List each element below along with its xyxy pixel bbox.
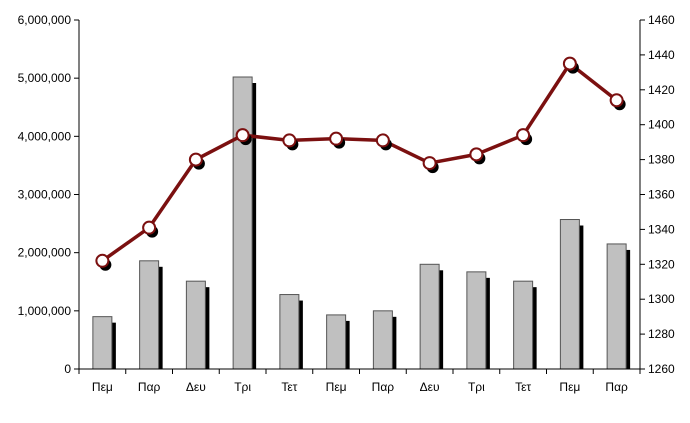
right-tick-label: 1440 [648, 48, 675, 62]
bar [232, 76, 257, 370]
right-tick-label: 1400 [648, 118, 675, 132]
x-tick-label: Παρ [605, 380, 628, 394]
bar [372, 310, 397, 370]
point-marker [422, 156, 437, 171]
x-tick-label: Τρι [468, 380, 485, 394]
point [142, 220, 159, 238]
x-axis: Πεμ Παρ Δευ Τρι Τετ Πεμ Παρ Δευ Τρι Τετ Πεμ Παρ [78, 368, 641, 394]
point-marker [282, 133, 297, 148]
point-marker [469, 147, 484, 162]
x-tick-label: Παρ [138, 380, 161, 394]
bar [326, 314, 350, 370]
bar-rect [466, 271, 487, 370]
x-tick-label: Τρι [234, 380, 251, 394]
right-tick-label: 1420 [648, 83, 675, 97]
line-series [95, 56, 626, 271]
bar-series [92, 76, 631, 370]
series-line [101, 61, 618, 263]
bar [139, 260, 163, 370]
point [609, 93, 626, 111]
bar [466, 271, 490, 370]
bar-rect [372, 310, 393, 370]
point [235, 128, 252, 146]
bar [92, 316, 116, 370]
point [95, 253, 112, 271]
x-tick-label: Τετ [515, 380, 531, 394]
left-tick-label: 1,000,000 [18, 304, 72, 318]
left-tick-label: 2,000,000 [18, 246, 72, 260]
bar-rect [232, 76, 253, 370]
point-marker [375, 133, 390, 148]
bar [606, 243, 631, 370]
point-marker [516, 128, 531, 143]
point-marker [235, 128, 250, 143]
point-marker [188, 152, 203, 167]
point [188, 152, 205, 170]
right-tick-label: 1300 [648, 292, 675, 306]
bar-rect [606, 243, 627, 370]
left-tick-label: 6,000,000 [18, 13, 72, 27]
right-tick-label: 1380 [648, 153, 675, 167]
x-tick-label: Τετ [281, 380, 297, 394]
bar-rect [419, 263, 440, 370]
bar-rect [139, 260, 160, 370]
point-marker [95, 253, 110, 268]
bar-rect [513, 280, 534, 370]
bar [419, 263, 444, 370]
point [282, 133, 299, 151]
right-y-axis: 1260 1280 1300 1320 1340 1360 1380 1400 1420 1440… [639, 13, 675, 376]
point-marker [609, 93, 624, 108]
point [422, 156, 439, 174]
point-marker [329, 131, 344, 146]
x-tick-label: Πεμ [559, 380, 580, 394]
right-tick-label: 1460 [648, 13, 675, 27]
point [329, 131, 346, 149]
bar-rect [185, 280, 206, 370]
point [469, 147, 486, 165]
bar [513, 280, 537, 370]
left-tick-label: 3,000,000 [18, 188, 72, 202]
bar-rect [279, 294, 300, 370]
point [375, 133, 392, 151]
left-y-axis: 0 1,000,000 2,000,000 3,000,000 4,000,000 5,0… [18, 13, 80, 376]
bar [185, 280, 210, 370]
x-tick-label: Πεμ [326, 380, 347, 394]
point [562, 56, 579, 74]
bar [559, 219, 584, 370]
bar-rect [559, 219, 580, 370]
x-tick-label: Δευ [420, 380, 440, 394]
bar-rect [92, 316, 113, 370]
right-tick-label: 1260 [648, 362, 675, 376]
point [516, 128, 533, 146]
right-tick-label: 1340 [648, 222, 675, 236]
left-tick-label: 5,000,000 [18, 71, 72, 85]
left-tick-label: 0 [64, 362, 71, 376]
right-tick-label: 1360 [648, 188, 675, 202]
bar-rect [326, 314, 347, 370]
x-tick-label: Πεμ [92, 380, 113, 394]
point-marker [142, 220, 157, 235]
left-tick-label: 4,000,000 [18, 129, 72, 143]
x-tick-label: Δευ [186, 380, 206, 394]
x-tick-label: Παρ [372, 380, 395, 394]
point-marker [562, 56, 577, 71]
right-tick-label: 1320 [648, 257, 675, 271]
right-tick-label: 1280 [648, 327, 675, 341]
bar [279, 294, 303, 370]
